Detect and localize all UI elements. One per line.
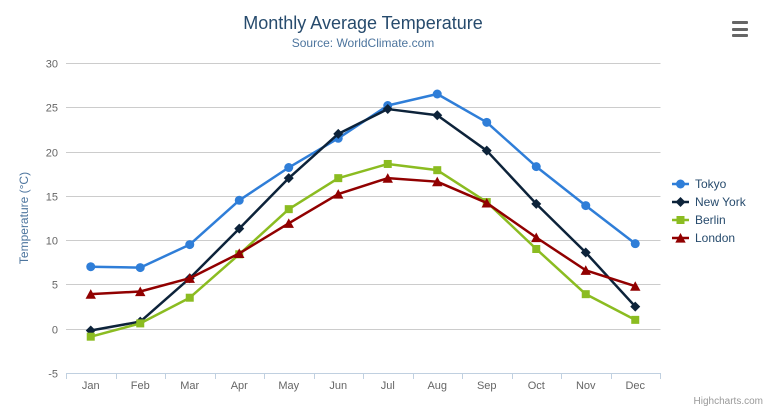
legend-item-new-york[interactable]: New York bbox=[672, 193, 746, 211]
credits-link[interactable]: Highcharts.com bbox=[693, 396, 763, 407]
point-london-aug[interactable] bbox=[432, 176, 443, 187]
x-axis-label-mar: Mar bbox=[180, 380, 199, 392]
point-tokyo-apr[interactable] bbox=[234, 195, 244, 205]
y-axis-label-10: 10 bbox=[46, 236, 58, 248]
legend-marker-new-york bbox=[675, 197, 686, 207]
point-new-york-sep[interactable] bbox=[481, 145, 492, 156]
point-tokyo-sep[interactable] bbox=[482, 117, 492, 127]
point-london-nov[interactable] bbox=[580, 265, 591, 275]
point-london-mar[interactable] bbox=[184, 273, 195, 283]
point-tokyo-oct[interactable] bbox=[531, 162, 541, 172]
series-line-tokyo[interactable] bbox=[89, 92, 637, 269]
x-axis-label-jan: Jan bbox=[82, 380, 100, 392]
y-axis-label--5: -5 bbox=[48, 369, 58, 381]
point-berlin-jul[interactable] bbox=[383, 159, 392, 168]
legend-label-berlin: Berlin bbox=[695, 213, 726, 227]
legend-marker-berlin bbox=[676, 216, 685, 224]
point-tokyo-dec[interactable] bbox=[630, 239, 640, 249]
legend-triangle-icon bbox=[672, 233, 689, 243]
point-berlin-mar[interactable] bbox=[185, 293, 194, 302]
legend-item-london[interactable]: London bbox=[672, 229, 746, 247]
point-berlin-jan[interactable] bbox=[86, 332, 95, 341]
x-axis-label-jun: Jun bbox=[329, 380, 347, 392]
legend-marker-london bbox=[675, 233, 686, 243]
legend-label-london: London bbox=[695, 231, 736, 245]
y-axis-label-30: 30 bbox=[46, 59, 58, 71]
chart-subtitle: Source: WorldClimate.com bbox=[291, 36, 435, 50]
legend-item-berlin[interactable]: Berlin bbox=[672, 211, 746, 229]
point-london-jan[interactable] bbox=[85, 289, 96, 299]
export-menu-button[interactable] bbox=[728, 18, 752, 40]
point-new-york-may[interactable] bbox=[283, 173, 294, 184]
y-axis-label-0: 0 bbox=[52, 325, 58, 337]
series-line-london[interactable] bbox=[89, 176, 637, 296]
legend-square-icon bbox=[672, 216, 689, 224]
point-new-york-apr[interactable] bbox=[234, 223, 245, 234]
point-tokyo-may[interactable] bbox=[284, 163, 294, 173]
point-berlin-oct[interactable] bbox=[532, 245, 541, 253]
point-new-york-jul[interactable] bbox=[382, 104, 393, 115]
point-london-sep[interactable] bbox=[481, 197, 492, 208]
hamburger-menu-icon bbox=[732, 21, 748, 24]
legend-circle-icon bbox=[672, 179, 689, 189]
x-axis-label-apr: Apr bbox=[231, 380, 248, 392]
legend-marker-tokyo bbox=[676, 179, 685, 189]
y-axis-label-25: 25 bbox=[46, 103, 58, 115]
point-london-dec[interactable] bbox=[630, 281, 641, 291]
x-axis-label-oct: Oct bbox=[528, 380, 545, 392]
y-axis-title: Temperature (°C) bbox=[17, 172, 31, 264]
series-line-berlin[interactable] bbox=[89, 162, 637, 338]
legend-diamond-icon bbox=[672, 197, 689, 207]
point-berlin-aug[interactable] bbox=[433, 166, 442, 175]
point-new-york-jun[interactable] bbox=[333, 128, 344, 139]
y-axis-label-20: 20 bbox=[46, 148, 58, 160]
point-london-jul[interactable] bbox=[382, 173, 393, 183]
point-london-apr[interactable] bbox=[234, 248, 245, 259]
point-london-may[interactable] bbox=[283, 218, 294, 228]
point-new-york-nov[interactable] bbox=[580, 247, 591, 258]
x-axis-label-may: May bbox=[278, 380, 299, 392]
x-axis-label-feb: Feb bbox=[131, 380, 150, 392]
point-tokyo-jan[interactable] bbox=[86, 262, 96, 272]
point-london-jun[interactable] bbox=[333, 189, 344, 199]
point-new-york-dec[interactable] bbox=[630, 301, 641, 312]
legend-label-tokyo: Tokyo bbox=[695, 177, 727, 191]
point-tokyo-nov[interactable] bbox=[581, 201, 591, 211]
point-tokyo-feb[interactable] bbox=[135, 263, 145, 273]
point-berlin-may[interactable] bbox=[284, 205, 293, 214]
x-axis-label-dec: Dec bbox=[625, 380, 645, 392]
point-new-york-aug[interactable] bbox=[432, 110, 443, 121]
hamburger-menu-icon bbox=[732, 34, 748, 37]
hamburger-menu-icon bbox=[732, 27, 748, 31]
legend-item-tokyo[interactable]: Tokyo bbox=[672, 175, 746, 193]
legend-label-new-york: New York bbox=[695, 195, 746, 209]
x-axis-label-sep: Sep bbox=[477, 380, 497, 392]
point-berlin-dec[interactable] bbox=[631, 315, 640, 324]
point-tokyo-mar[interactable] bbox=[185, 240, 195, 250]
x-axis-label-jul: Jul bbox=[381, 380, 395, 392]
point-berlin-jun[interactable] bbox=[334, 174, 343, 183]
x-axis-label-nov: Nov bbox=[576, 380, 596, 392]
series-line-new-york[interactable] bbox=[89, 107, 637, 332]
x-axis-label-aug: Aug bbox=[427, 380, 447, 392]
chart-title: Monthly Average Temperature bbox=[243, 13, 483, 33]
point-tokyo-aug[interactable] bbox=[432, 89, 442, 99]
legend: Tokyo New York Berlin London bbox=[672, 175, 746, 247]
point-berlin-feb[interactable] bbox=[136, 319, 145, 328]
y-axis-label-15: 15 bbox=[46, 192, 58, 204]
point-berlin-nov[interactable] bbox=[581, 290, 590, 299]
point-london-feb[interactable] bbox=[135, 286, 146, 297]
point-london-oct[interactable] bbox=[531, 232, 542, 243]
y-axis-label-5: 5 bbox=[52, 280, 58, 292]
point-new-york-oct[interactable] bbox=[531, 198, 542, 209]
